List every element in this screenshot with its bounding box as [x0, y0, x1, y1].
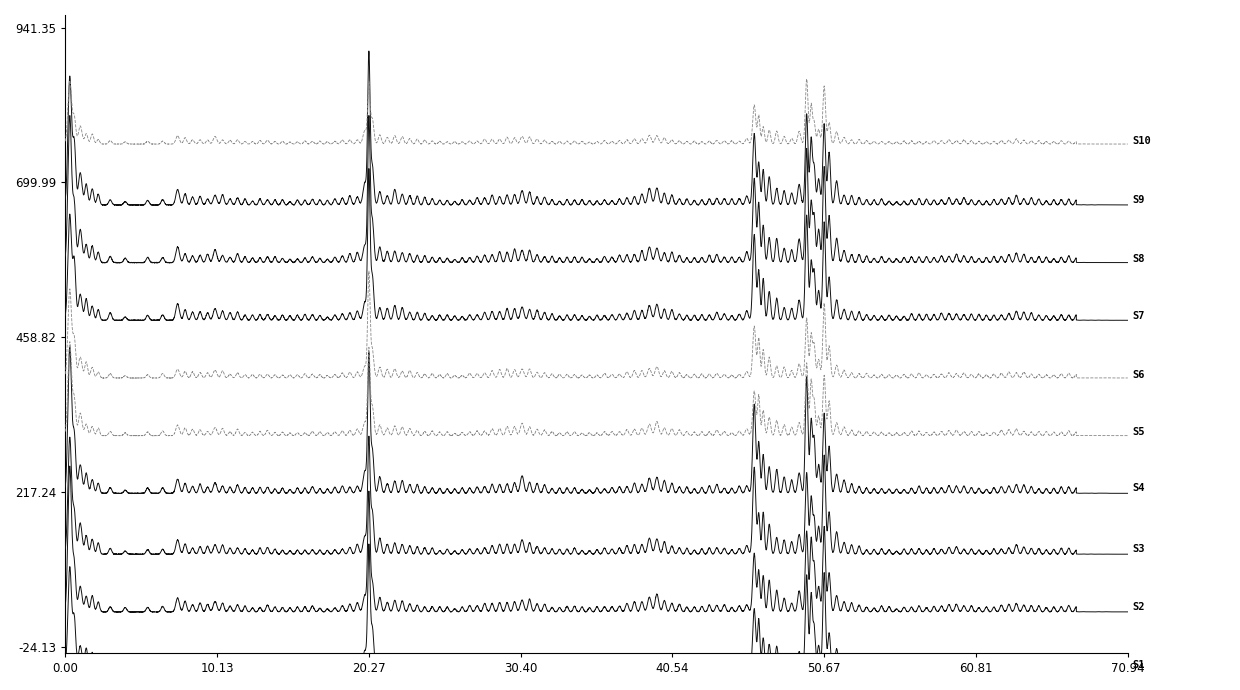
Text: S8: S8 [1132, 254, 1145, 264]
Text: S4: S4 [1132, 483, 1145, 493]
Text: S7: S7 [1132, 311, 1145, 321]
Text: S9: S9 [1132, 195, 1145, 205]
Text: S10: S10 [1132, 137, 1151, 146]
Text: S2: S2 [1132, 602, 1145, 612]
Text: S6: S6 [1132, 370, 1145, 380]
Text: S5: S5 [1132, 427, 1145, 437]
Text: S1: S1 [1132, 660, 1145, 670]
Text: S3: S3 [1132, 544, 1145, 555]
